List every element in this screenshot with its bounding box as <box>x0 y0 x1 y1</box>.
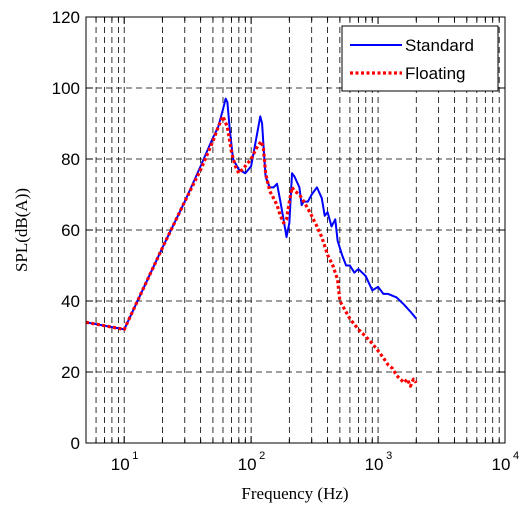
legend: Standard Floating <box>341 25 499 92</box>
x-tick-label-exponent: 1 <box>132 450 138 462</box>
x-tick-label-base: 10 <box>365 455 384 474</box>
legend-box <box>341 25 499 92</box>
x-tick-label: 10 3 <box>365 450 393 474</box>
x-tick-label-exponent: 3 <box>386 450 392 462</box>
legend-label-floating: Floating <box>405 64 465 83</box>
y-tick-label: 40 <box>61 292 80 311</box>
x-tick-label-base: 10 <box>238 455 257 474</box>
legend-label-standard: Standard <box>405 36 474 55</box>
series-line-standard <box>85 97 418 331</box>
x-axis-label: Frequency (Hz) <box>241 484 348 503</box>
x-tick-label-base: 10 <box>111 455 130 474</box>
y-tick-label: 100 <box>52 79 80 98</box>
x-tick-label-exponent: 4 <box>513 450 519 462</box>
x-tick-label: 10 4 <box>492 450 520 474</box>
y-tick-label: 0 <box>71 434 80 453</box>
y-tick-label: 60 <box>61 221 80 240</box>
grid <box>86 17 505 443</box>
x-tick-label-base: 10 <box>492 455 511 474</box>
series-line-floating <box>85 114 418 388</box>
y-tick-label: 80 <box>61 150 80 169</box>
y-tick-label: 120 <box>52 8 80 27</box>
y-axis-label: SPL(dB(A)) <box>12 188 31 272</box>
y-tick-label: 20 <box>61 363 80 382</box>
x-tick-label-exponent: 2 <box>259 450 265 462</box>
series-layer <box>85 97 418 388</box>
x-tick-label: 10 2 <box>238 450 266 474</box>
x-tick-label: 10 1 <box>111 450 139 474</box>
ticks <box>86 16 505 444</box>
